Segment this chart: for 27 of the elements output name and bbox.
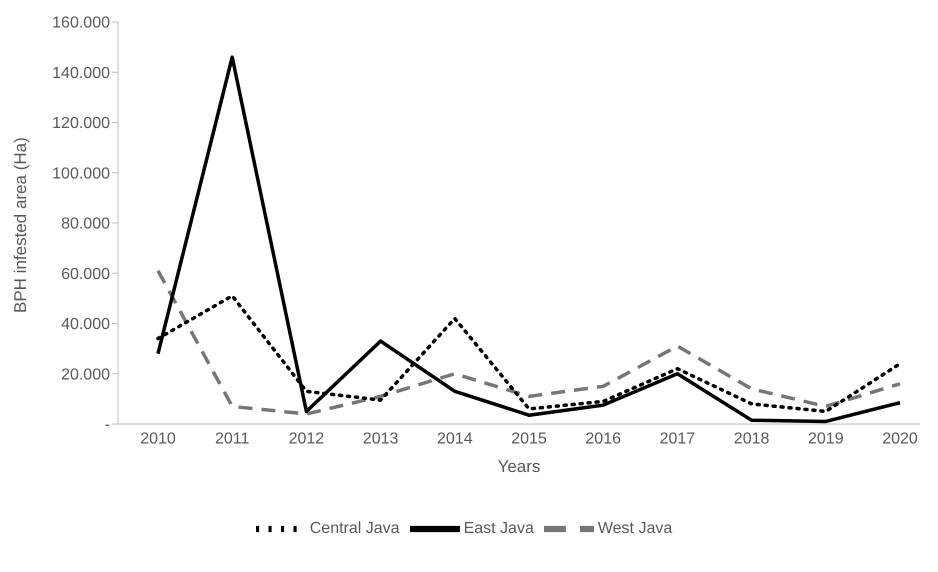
y-tick-label: 160.000 [52,14,110,32]
y-tick-label: 40.000 [61,316,110,334]
x-tick-label: 2020 [882,430,918,448]
x-tick-label: 2014 [437,430,473,448]
legend-label: West Java [598,520,672,538]
y-axis-title: BPH infested area (Ha) [11,137,30,313]
x-tick-label: 2017 [660,430,696,448]
x-axis-title: Years [498,457,540,476]
legend-label: East Java [464,520,534,538]
y-tick-label: 120.000 [52,115,110,132]
y-tick-label: 20.000 [61,366,110,384]
x-tick-label: 2010 [140,430,176,448]
x-tick-label: 2018 [734,430,770,448]
x-tick-label: 2011 [214,430,250,448]
legend-label: Central Java [310,520,400,538]
y-tick-label: 80.000 [61,216,110,233]
x-tick-label: 2012 [288,430,324,448]
line-series [156,55,902,424]
y-tick-label: 100.000 [52,165,110,182]
y-tick-label: 60.000 [61,266,110,283]
y-tick-label: - [104,416,110,434]
x-tick-label: 2019 [808,430,844,448]
line-series [156,268,902,416]
x-tick-label: 2016 [585,430,622,448]
y-tick-label: 140.000 [52,64,110,82]
x-tick-label: 2015 [511,430,547,448]
x-tick-label: 2013 [362,430,398,448]
